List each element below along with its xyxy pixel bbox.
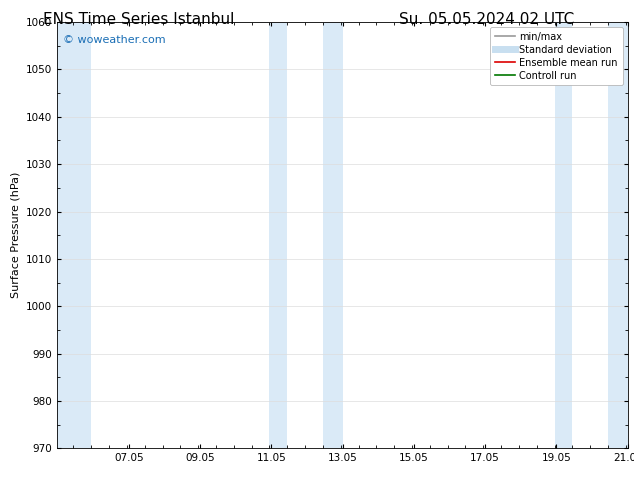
Bar [269, 22, 287, 448]
Bar [57, 22, 91, 448]
Legend: min/max, Standard deviation, Ensemble mean run, Controll run: min/max, Standard deviation, Ensemble me… [490, 27, 623, 85]
Bar [608, 22, 628, 448]
Text: Su. 05.05.2024 02 UTC: Su. 05.05.2024 02 UTC [399, 12, 574, 27]
Y-axis label: Surface Pressure (hPa): Surface Pressure (hPa) [10, 172, 20, 298]
Bar [555, 22, 573, 448]
Text: ENS Time Series Istanbul: ENS Time Series Istanbul [43, 12, 235, 27]
Bar [323, 22, 342, 448]
Text: © woweather.com: © woweather.com [63, 35, 165, 45]
